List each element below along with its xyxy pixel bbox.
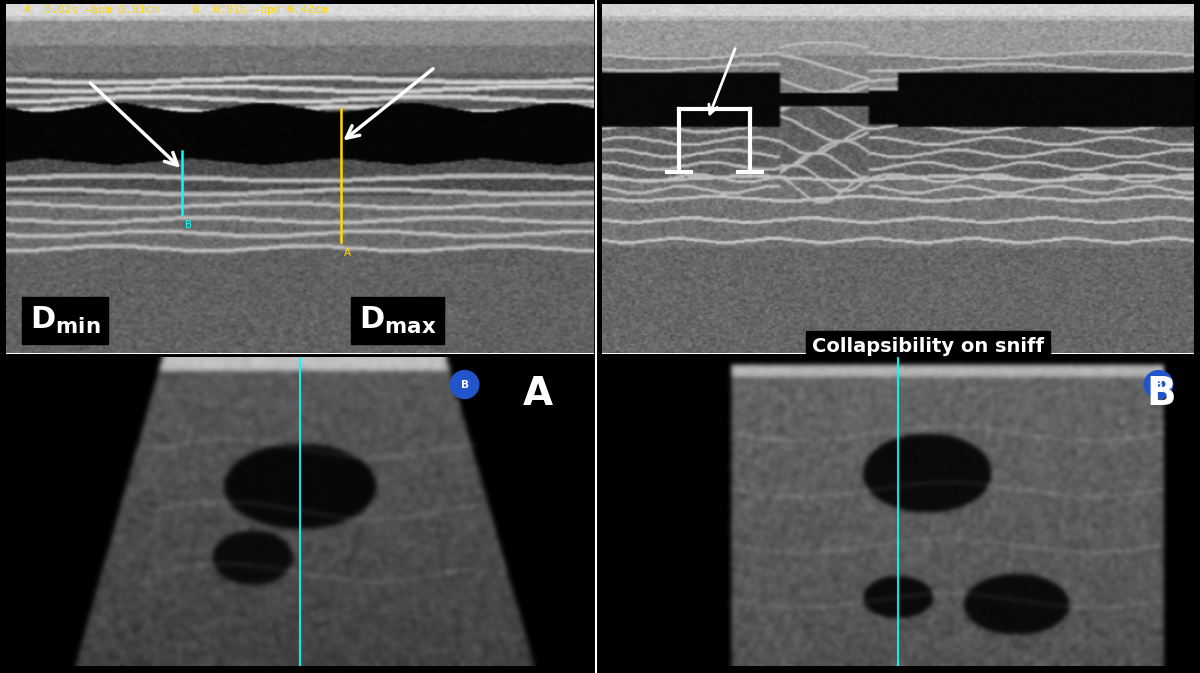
- Text: $\mathbf{D}_{\mathbf{max}}$: $\mathbf{D}_{\mathbf{max}}$: [359, 305, 437, 336]
- Text: B: B: [186, 219, 193, 229]
- Text: A: A: [344, 248, 352, 258]
- Text: A  0.02s –bpm 0.91cm     B  0.01s –bpm 0.42cm: A 0.02s –bpm 0.91cm B 0.01s –bpm 0.42cm: [24, 5, 328, 15]
- Text: B: B: [461, 380, 469, 390]
- Circle shape: [450, 371, 479, 398]
- Text: Collapsibility on sniff: Collapsibility on sniff: [811, 336, 1044, 355]
- Text: $\mathbf{D}_{\mathbf{min}}$: $\mathbf{D}_{\mathbf{min}}$: [30, 305, 100, 336]
- Circle shape: [1145, 371, 1172, 398]
- Text: A: A: [523, 376, 553, 413]
- Text: B: B: [1154, 380, 1163, 390]
- Text: B: B: [1147, 376, 1176, 413]
